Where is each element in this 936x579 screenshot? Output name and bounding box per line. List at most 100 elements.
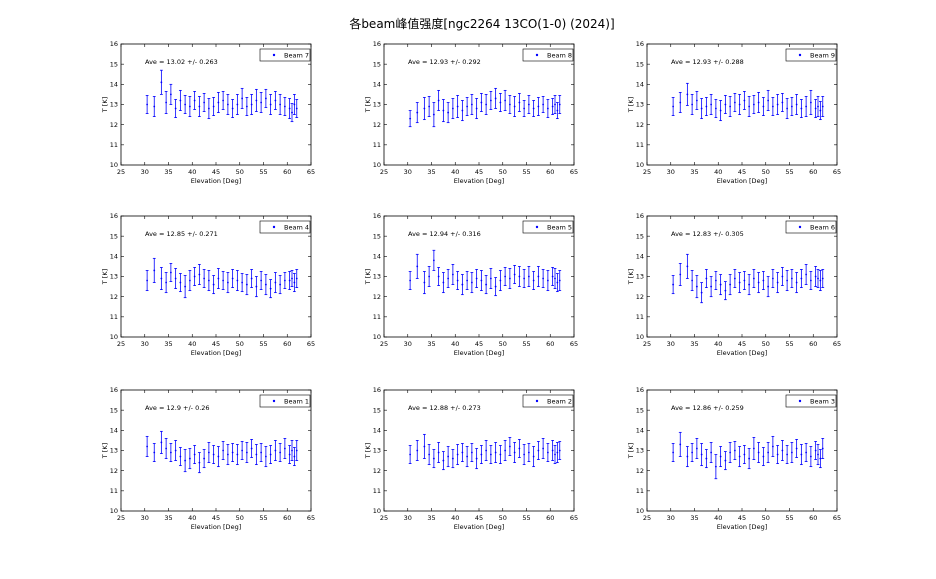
data-point <box>542 103 545 106</box>
data-point <box>291 277 293 280</box>
error-bar-point <box>193 445 197 465</box>
data-point <box>193 275 196 278</box>
data-point <box>554 103 556 106</box>
legend-marker <box>798 53 802 57</box>
legend-box <box>259 394 311 408</box>
data-point <box>470 451 473 454</box>
error-bar-point <box>685 82 689 106</box>
panel-9: 25 30 35 40 45 50 55 60 65 10 11 12 13 14 15 16 Elevatio… <box>627 386 841 531</box>
data-point <box>504 275 507 278</box>
error-bar-point <box>709 276 713 298</box>
error-bar-point <box>752 269 756 288</box>
error-bar-point <box>546 270 550 292</box>
data-point <box>160 441 163 444</box>
legend-label: Beam 6 <box>810 224 835 232</box>
data-point <box>518 275 521 278</box>
error-bar-point <box>809 446 813 468</box>
error-bar-point <box>558 270 562 292</box>
data-point <box>508 445 511 448</box>
x-tick-label: 30 <box>404 168 412 176</box>
error-bar-point <box>207 442 211 464</box>
data-point <box>738 103 741 106</box>
x-tick-label: 35 <box>690 340 698 348</box>
data-point <box>523 453 526 456</box>
data-point <box>523 107 526 110</box>
error-bar-point <box>695 275 699 299</box>
data-point <box>428 275 431 278</box>
data-point <box>231 107 234 110</box>
data-point <box>179 455 182 458</box>
data-point <box>264 283 267 286</box>
error-bar-point <box>273 272 277 294</box>
data-point <box>527 451 530 454</box>
figure-title: 各beam峰值强度[ngc2264 13CO(1-0) (2024)] <box>349 16 614 31</box>
data-point <box>279 283 282 286</box>
error-bar-point <box>814 99 818 119</box>
error-bar-point <box>240 273 244 293</box>
error-bar-point <box>221 441 225 460</box>
legend-label: Beam 7 <box>284 52 309 60</box>
x-axis-label: Elevation [Deg] <box>454 349 504 357</box>
error-bar-point <box>446 269 450 288</box>
data-point <box>776 281 779 284</box>
data-point <box>691 103 694 106</box>
error-bar-point <box>202 93 206 112</box>
error-bar-point <box>212 445 216 465</box>
x-tick-label: 60 <box>283 168 291 176</box>
x-tick-label: 35 <box>690 514 698 522</box>
error-bar-point <box>555 273 559 293</box>
data-point <box>691 279 694 282</box>
y-tick-label: 11 <box>373 313 381 321</box>
error-bar-point <box>555 102 559 120</box>
data-point <box>146 279 149 282</box>
data-point <box>293 281 296 284</box>
data-point <box>241 281 244 284</box>
data-point <box>260 101 263 104</box>
data-point <box>288 107 291 110</box>
x-tick-label: 55 <box>785 340 793 348</box>
error-bar-point <box>527 95 531 114</box>
error-bar-point <box>551 98 555 115</box>
error-bar-point <box>484 440 488 461</box>
y-tick-label: 15 <box>636 232 644 240</box>
x-tick-label: 55 <box>522 168 530 176</box>
error-bar-point <box>508 436 512 456</box>
data-point <box>710 285 713 288</box>
data-point <box>795 281 798 284</box>
error-bar-point <box>152 257 156 283</box>
data-point <box>672 451 675 454</box>
y-tick-label: 12 <box>373 467 381 475</box>
data-point <box>153 451 156 454</box>
y-tick-label: 15 <box>110 60 118 68</box>
error-bar-point <box>470 94 474 115</box>
data-point <box>805 451 808 454</box>
x-tick-label: 50 <box>762 340 770 348</box>
data-point <box>504 99 507 102</box>
y-tick-label: 16 <box>636 40 644 48</box>
x-tick-label: 60 <box>809 514 817 522</box>
data-point <box>264 97 267 100</box>
error-bar-point <box>821 437 825 459</box>
error-bar-point <box>818 449 822 469</box>
data-point <box>800 107 803 110</box>
data-point <box>814 107 817 110</box>
data-point <box>236 279 239 282</box>
y-tick-label: 14 <box>373 81 381 89</box>
data-point <box>748 283 751 286</box>
data-point <box>809 455 812 458</box>
data-point <box>767 451 770 454</box>
data-point <box>437 451 440 454</box>
error-bar-point <box>546 99 550 119</box>
data-point <box>165 281 168 284</box>
error-bar-point <box>522 100 526 117</box>
data-point <box>269 287 272 290</box>
error-bar-point <box>714 454 718 480</box>
data-point <box>714 465 717 468</box>
x-tick-label: 35 <box>164 514 172 522</box>
data-point <box>733 449 736 452</box>
error-bar-point <box>479 270 483 292</box>
error-bar-point <box>451 263 455 285</box>
error-bar-point <box>422 271 426 295</box>
data-point <box>428 105 431 108</box>
x-tick-label: 60 <box>546 340 554 348</box>
